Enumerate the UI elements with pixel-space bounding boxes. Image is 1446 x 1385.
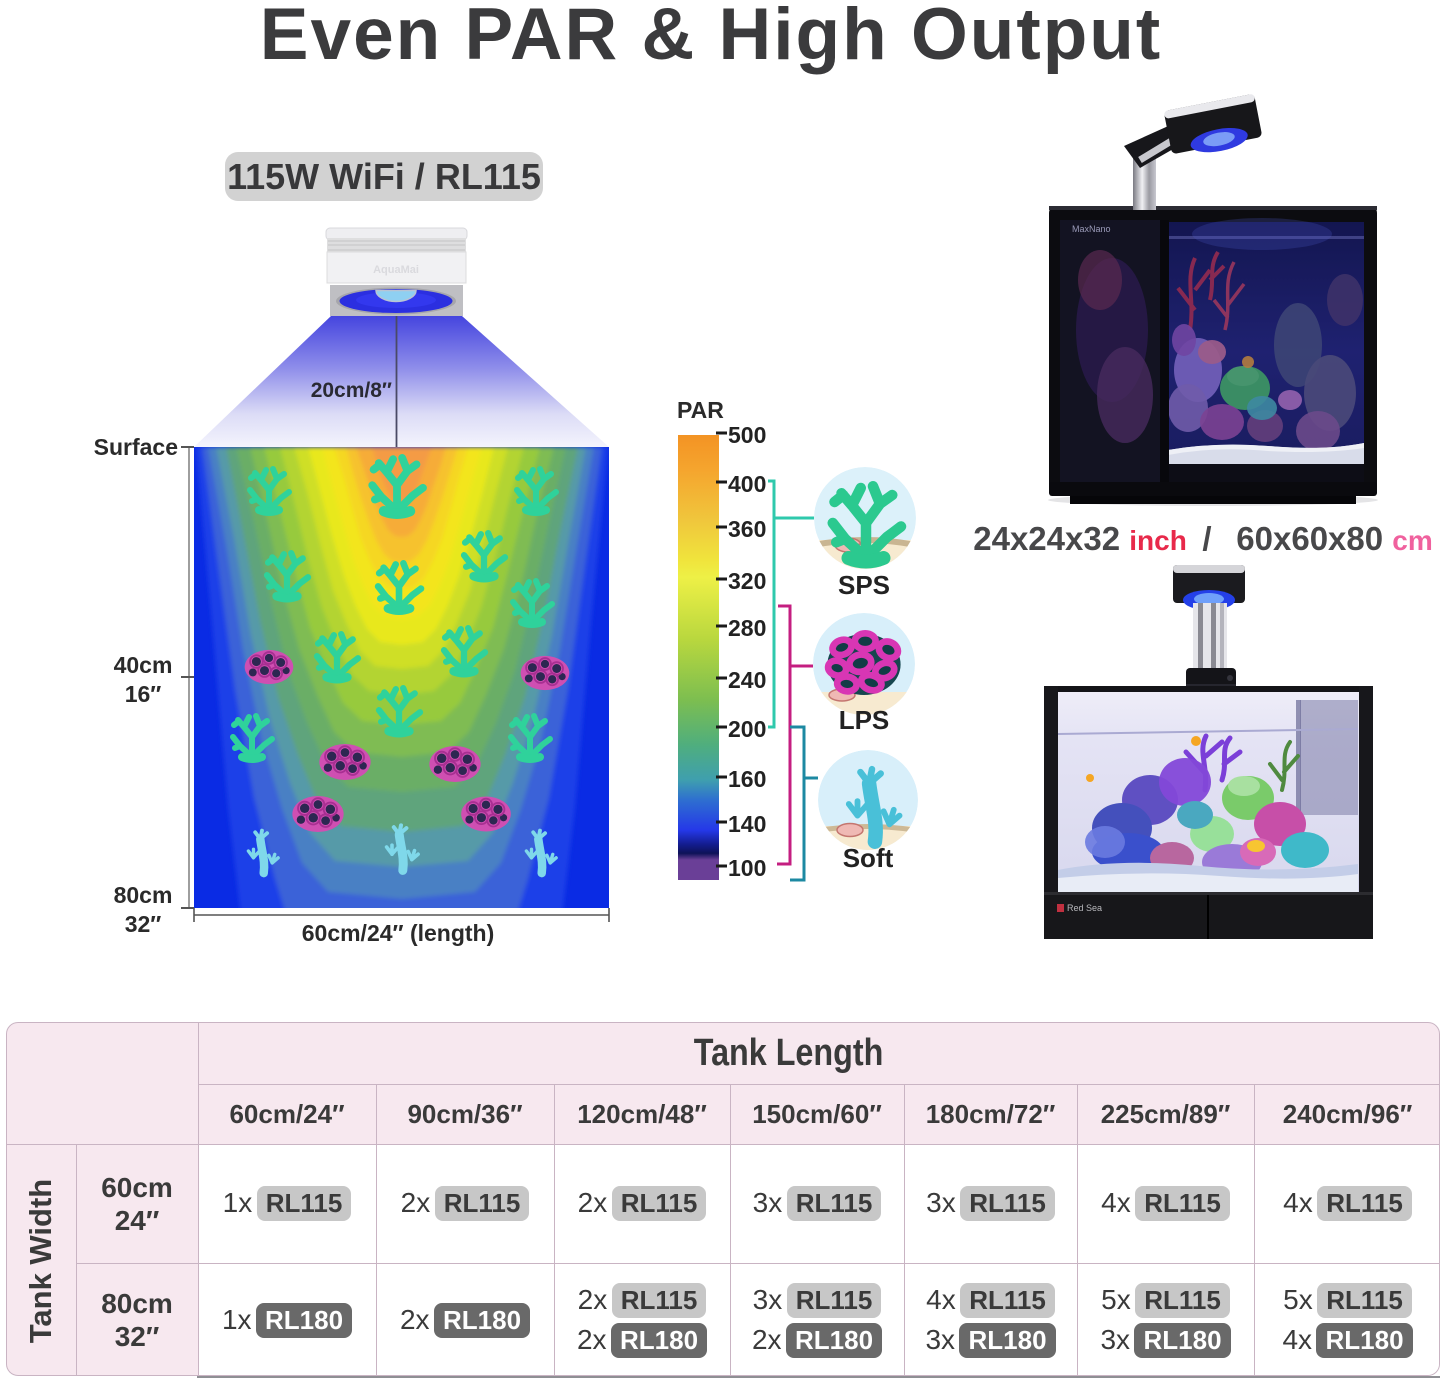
svg-text:100: 100 (728, 855, 766, 881)
svg-text:320: 320 (728, 568, 766, 594)
svg-text:LPS: LPS (839, 705, 890, 735)
svg-text:PAR: PAR (677, 397, 724, 423)
svg-text:160: 160 (728, 766, 766, 792)
svg-text:SPS: SPS (838, 570, 890, 600)
svg-text:20cm/8″: 20cm/8″ (311, 379, 392, 402)
svg-text:240: 240 (728, 667, 766, 693)
svg-text:60cm/24″ (length): 60cm/24″ (length) (302, 920, 495, 946)
svg-text:200: 200 (728, 716, 766, 742)
svg-text:280: 280 (728, 615, 766, 641)
svg-text:140: 140 (728, 811, 766, 837)
svg-text:Red Sea: Red Sea (1067, 903, 1102, 913)
svg-text:AquaMai: AquaMai (373, 264, 419, 276)
svg-text:16″: 16″ (125, 681, 162, 707)
svg-text:32″: 32″ (125, 911, 162, 937)
svg-text:40cm: 40cm (114, 652, 173, 678)
svg-text:360: 360 (728, 516, 766, 542)
svg-text:80cm: 80cm (114, 882, 173, 908)
svg-text:400: 400 (728, 471, 766, 497)
svg-text:MaxNano: MaxNano (1072, 224, 1111, 234)
svg-text:500: 500 (728, 422, 766, 448)
svg-text:Soft: Soft (843, 843, 894, 873)
svg-text:Surface: Surface (94, 434, 178, 460)
